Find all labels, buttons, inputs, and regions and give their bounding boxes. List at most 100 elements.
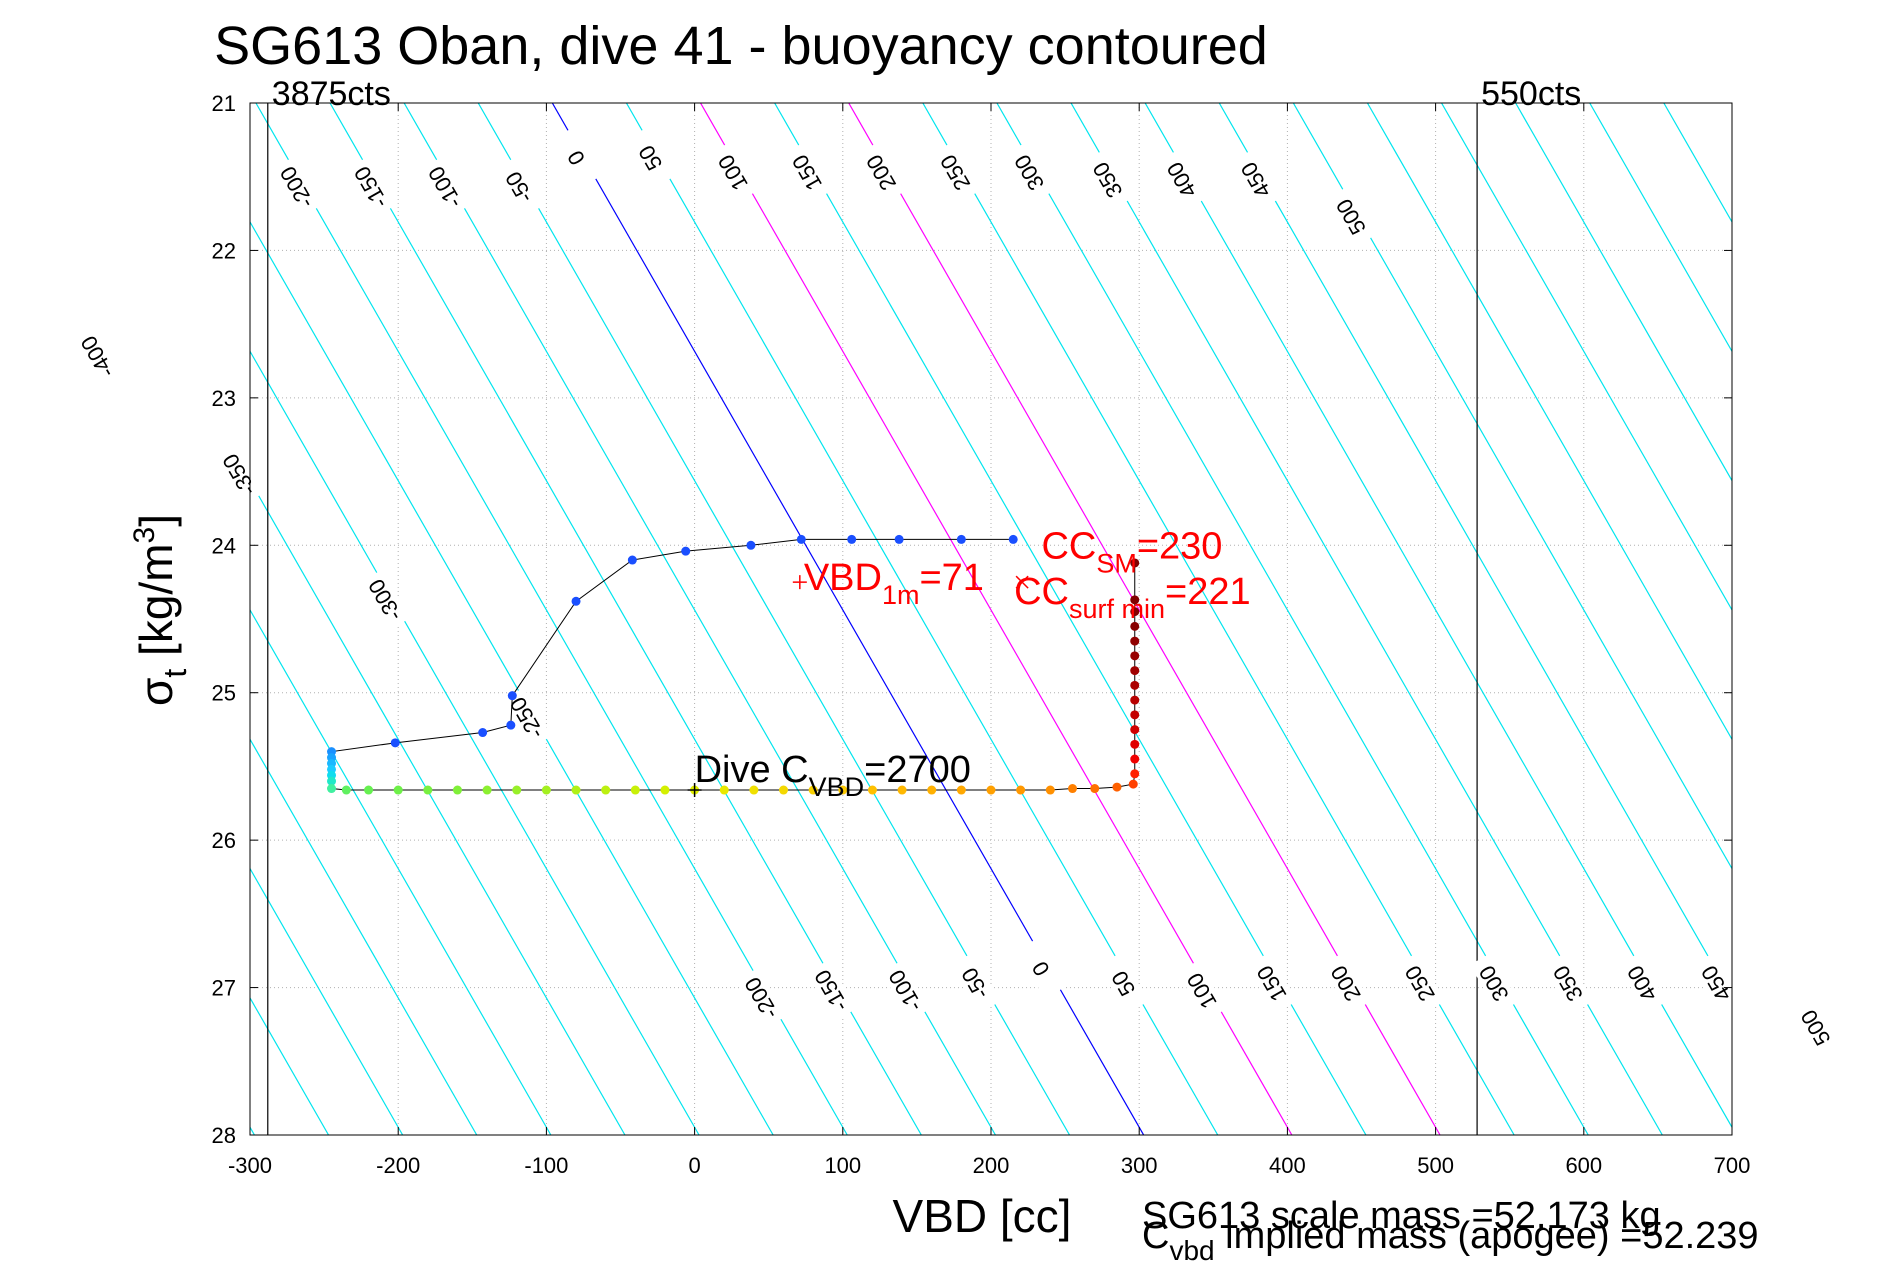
counts-lines: 3875cts 550cts <box>267 75 1581 1135</box>
trace-point <box>571 596 581 606</box>
contour-label-background <box>215 444 264 505</box>
contour-label-background <box>857 142 906 203</box>
trace-point <box>746 540 756 550</box>
buoyancy-contour-line <box>250 738 478 1135</box>
x-tick-label: 600 <box>1565 1153 1602 1178</box>
trace-point <box>1008 534 1018 544</box>
trace-point <box>506 720 516 730</box>
trace-point <box>660 785 670 795</box>
trace-point <box>1130 666 1140 676</box>
contour-label-background <box>1157 149 1207 210</box>
trace-point <box>927 785 937 795</box>
annotation-marker <box>1015 575 1029 589</box>
trace-point <box>327 784 337 794</box>
footer-implied-mass-text: implied mass (apogee) =52.239 <box>1215 1215 1759 1257</box>
y-tick-label: 28 <box>212 1123 236 1148</box>
contour-label-background <box>709 142 758 203</box>
axis-ticks: -300 -200 -100 0 100 200 300 400 500 600 700 21 22 23… <box>212 91 1751 1178</box>
contour-label-background <box>346 156 396 218</box>
trace-point <box>1090 784 1100 794</box>
trace-point <box>452 785 462 795</box>
trace-point <box>423 785 433 795</box>
x-tick-label: -200 <box>376 1153 420 1178</box>
annotation-ccsurf: CCsurf min=221 <box>1014 571 1251 624</box>
buoyancy-contour-line <box>700 103 1293 1135</box>
y-tick-label: 21 <box>212 91 236 116</box>
contour-label-background <box>881 960 931 1021</box>
dive-trace <box>327 534 1140 795</box>
contour-label-background <box>1791 997 1841 1058</box>
svg-text:σt [kg/m3]: σt [kg/m3] <box>128 514 193 706</box>
trace-point <box>719 785 729 795</box>
counts-label: 3875cts <box>272 75 391 113</box>
buoyancy-contour-line <box>250 220 774 1135</box>
contour-label-background <box>951 952 1000 1014</box>
trace-point <box>482 785 492 795</box>
trace-point <box>1130 710 1140 720</box>
contour-label-background <box>783 142 832 203</box>
trace-point <box>1016 785 1026 795</box>
x-axis-label: VBD [cc] <box>893 1190 1072 1242</box>
trace-point <box>1130 651 1140 661</box>
annotation-divecvbd: Dive CVBD=2700 <box>695 749 971 802</box>
trace-point <box>1130 739 1140 749</box>
trace-point <box>1045 785 1055 795</box>
trace-point <box>779 785 789 795</box>
trace-point <box>1128 779 1138 789</box>
buoyancy-contour-line <box>250 608 552 1135</box>
trace-point <box>627 555 637 565</box>
contour-label-background <box>1099 952 1149 1014</box>
trace-point <box>847 534 857 544</box>
trace-point <box>541 785 551 795</box>
y-tick-label: 22 <box>212 238 236 263</box>
contour-label-background <box>1177 960 1227 1021</box>
trace-point <box>601 785 611 795</box>
trace-point <box>1130 695 1140 705</box>
footer-implied-mass-symbol: C <box>1142 1215 1169 1257</box>
trace-point <box>1130 558 1140 568</box>
contour-label-background <box>626 127 676 188</box>
contour-label-background <box>73 326 123 387</box>
buoyancy-contour-line <box>250 479 626 1135</box>
trace-point <box>1130 769 1140 779</box>
contour-label-background <box>1544 952 1593 1014</box>
annotation-vbd1m: VBD1m=71 <box>804 557 984 610</box>
buoyancy-contour-line <box>1366 103 1732 741</box>
contour-label-background <box>1005 142 1055 203</box>
trace-point <box>1130 754 1140 764</box>
x-tick-label: 300 <box>1121 1153 1158 1178</box>
footer-scale-mass: SG613 scale mass =52.173 kg <box>1142 1195 1661 1237</box>
trace-point <box>630 785 640 795</box>
y-axis-label-unit-close: ] <box>130 514 182 527</box>
trace-point <box>897 785 907 795</box>
buoyancy-contour-line <box>1441 103 1732 612</box>
x-tick-label: 700 <box>1714 1153 1751 1178</box>
y-axis-label: σt [kg/m3] <box>128 514 193 706</box>
counts-label: 550cts <box>1481 75 1581 113</box>
contour-label-background <box>1692 952 1741 1014</box>
contour-label-background <box>552 127 602 188</box>
trace-point <box>986 785 996 795</box>
trace-point <box>1130 725 1140 735</box>
trace-point <box>956 534 966 544</box>
x-tick-label: -300 <box>228 1153 272 1178</box>
y-tick-label: 27 <box>212 976 236 1001</box>
trace-point <box>1130 607 1140 617</box>
x-tick-label: 100 <box>824 1153 861 1178</box>
contour-label-background <box>1231 149 1281 210</box>
y-axis-label-unit-superscript: 3 <box>128 527 161 544</box>
buoyancy-contours <box>250 103 1732 1135</box>
x-tick-label: 400 <box>1269 1153 1306 1178</box>
buoyancy-contour-line <box>255 103 848 1135</box>
chart-title: SG613 Oban, dive 41 - buoyancy contoured <box>214 16 1268 76</box>
trace-point <box>867 785 877 795</box>
annotation-ccsm: CCSM=230 <box>1041 526 1222 579</box>
contour-label-bottom: 0 <box>1016 938 1066 999</box>
contour-label-background <box>737 967 787 1029</box>
trace-point <box>681 546 691 556</box>
contour-label-background <box>1321 952 1371 1014</box>
trace-point <box>1130 680 1140 690</box>
contour-label-top: 0 <box>552 127 602 188</box>
trace-point <box>364 785 374 795</box>
